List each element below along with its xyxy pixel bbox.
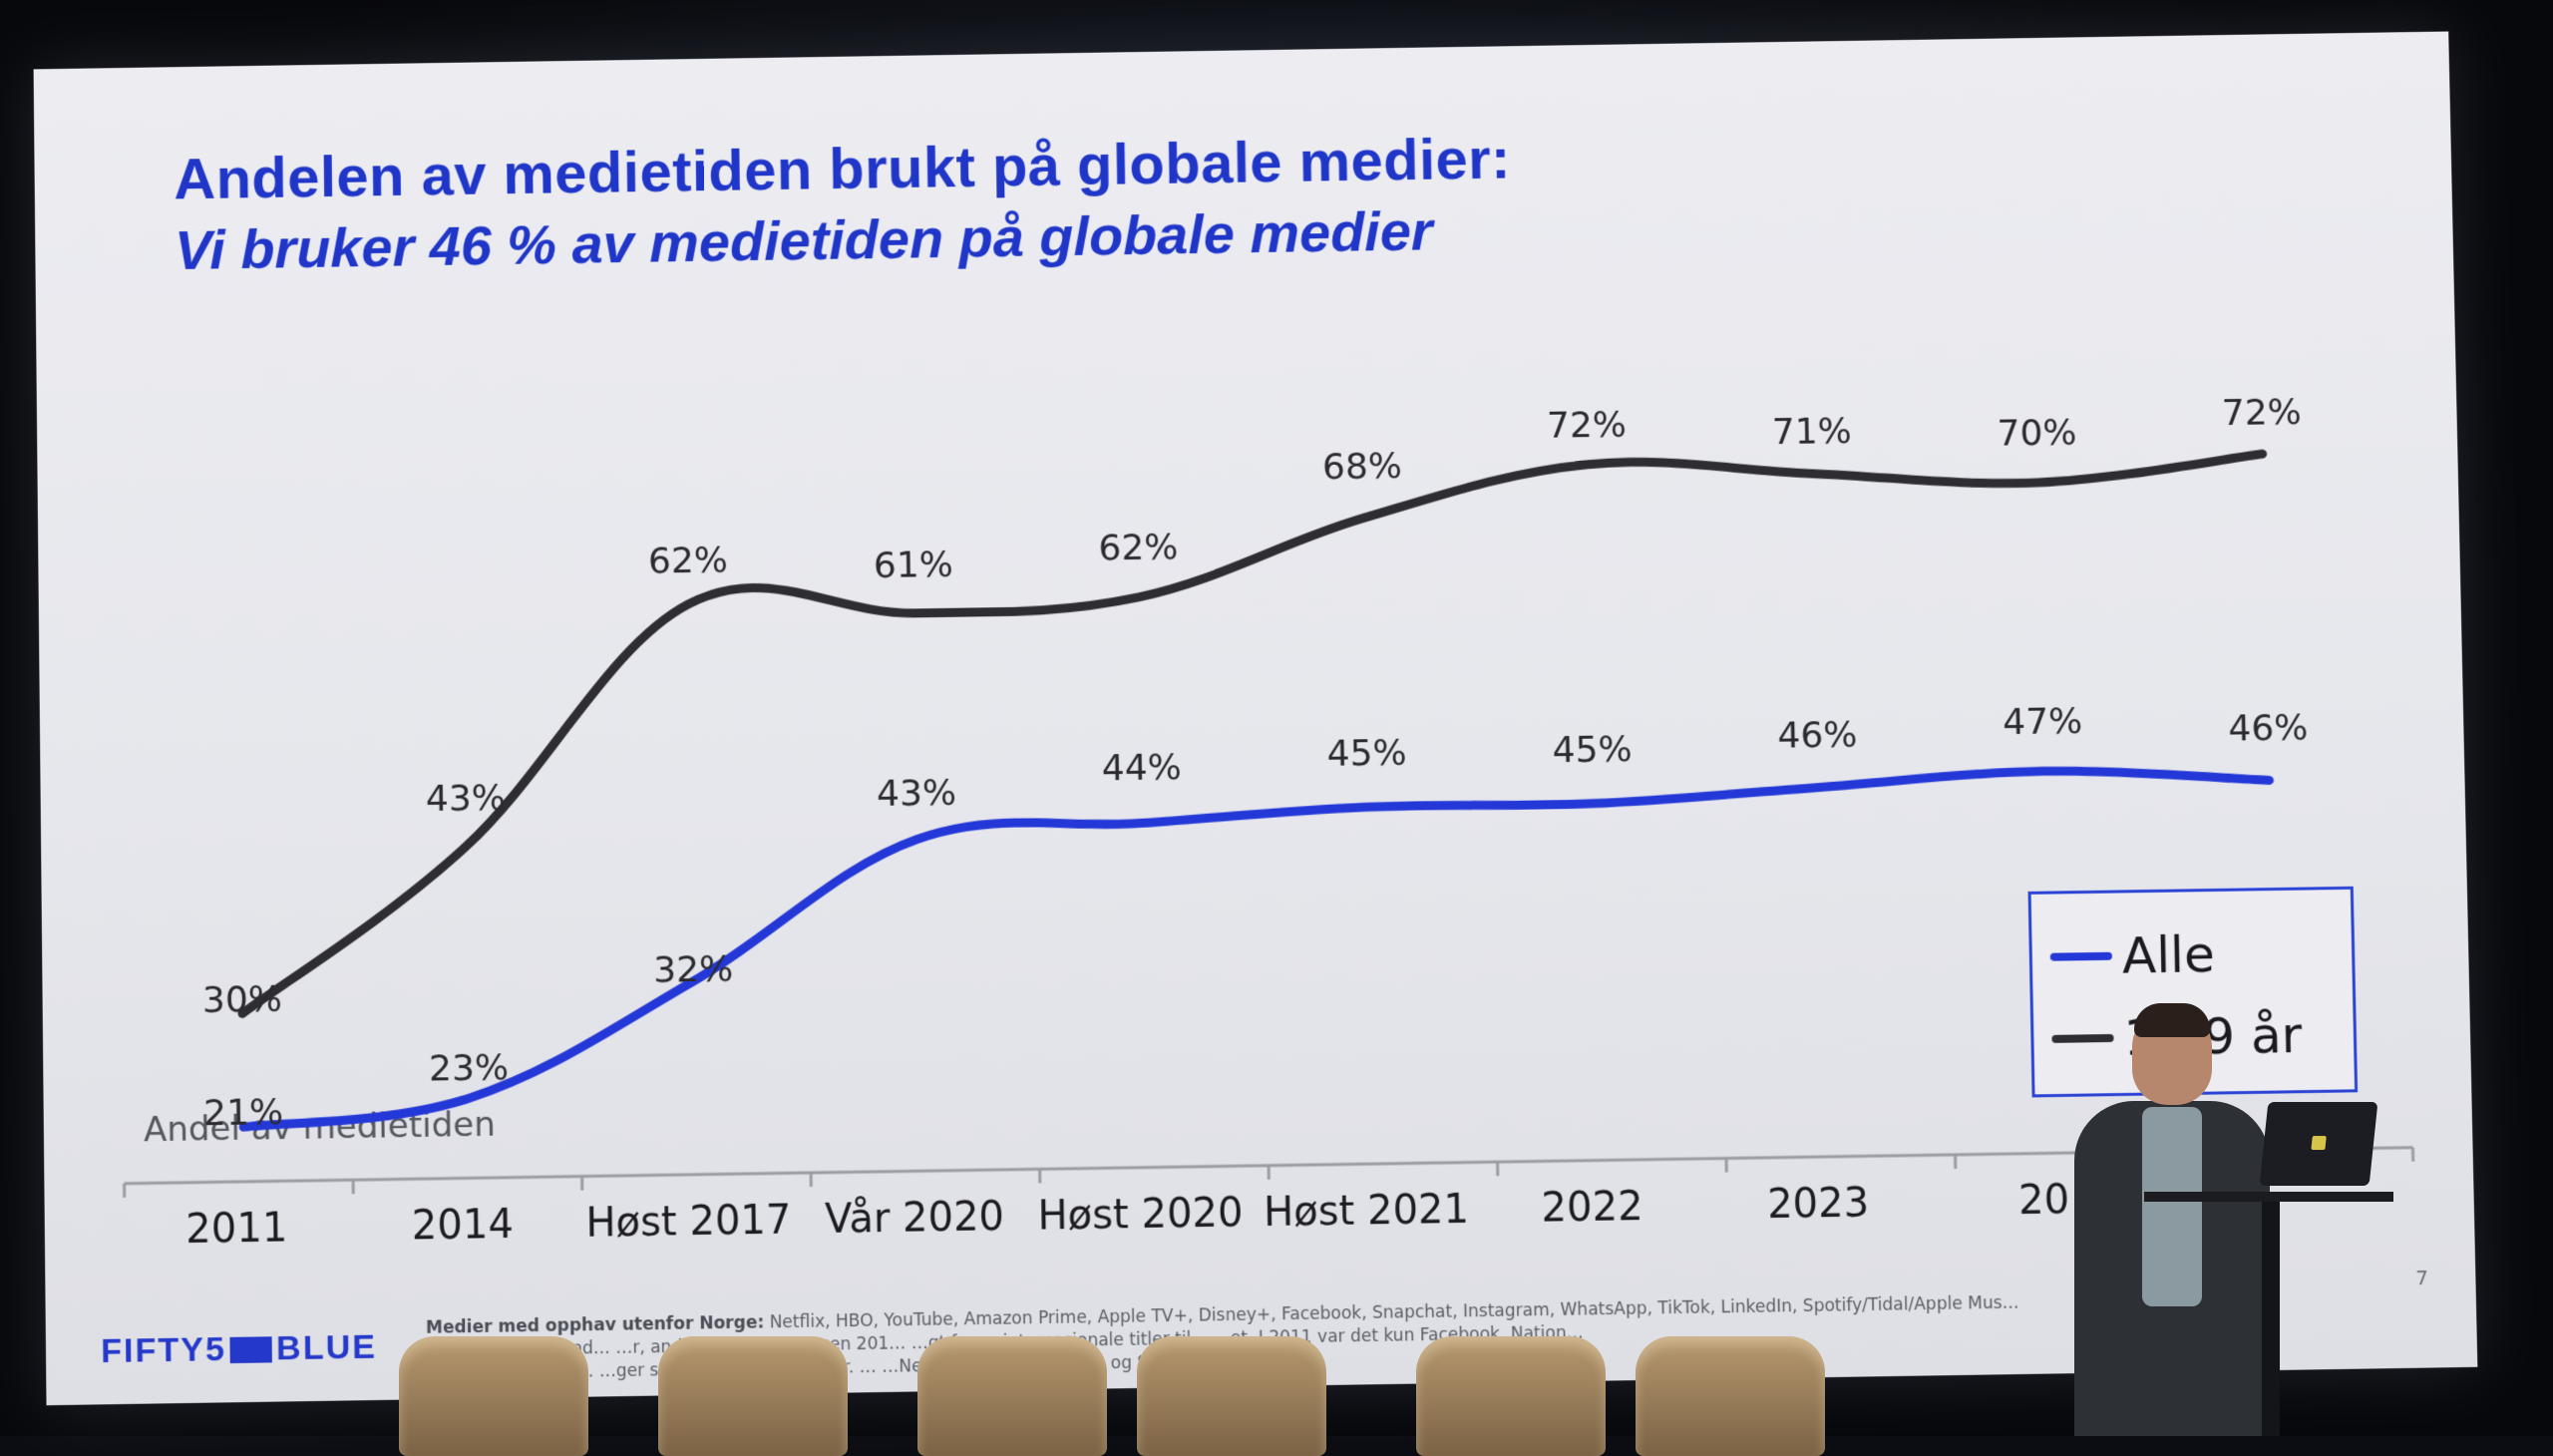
series-line-young xyxy=(236,452,2273,1013)
data-label-young: 43% xyxy=(426,778,506,820)
x-tick-label: 2023 xyxy=(1767,1180,1870,1228)
chair xyxy=(658,1336,848,1456)
page-number: 7 xyxy=(2415,1266,2428,1289)
laptop-sticker xyxy=(2311,1136,2326,1150)
y-axis-title: Andel av medietiden xyxy=(144,1106,496,1151)
data-label-alle: 46% xyxy=(2228,708,2309,750)
x-tick-label: Høst 2021 xyxy=(1264,1187,1470,1237)
x-tick-label: Høst 2020 xyxy=(1037,1190,1244,1240)
stage-chairs xyxy=(0,1296,2553,1436)
x-tick-label: 2011 xyxy=(185,1205,287,1253)
data-label-young: 72% xyxy=(2221,392,2302,434)
data-label-young: 61% xyxy=(874,545,953,586)
data-label-young: 70% xyxy=(1997,412,2077,454)
x-tick-label: Vår 2020 xyxy=(825,1194,1005,1243)
data-label-young: 68% xyxy=(1322,446,1403,488)
data-label-young: 62% xyxy=(648,540,728,581)
series-line-alle xyxy=(240,768,2276,1127)
chair xyxy=(1416,1336,1606,1456)
chair xyxy=(399,1336,588,1456)
legend-item-alle: Alle xyxy=(2049,919,2215,992)
data-label-young: 72% xyxy=(1547,404,1628,446)
data-label-young: 62% xyxy=(1098,527,1179,568)
legend-label-alle: Alle xyxy=(2121,925,2215,985)
presenter-hair xyxy=(2134,1003,2210,1037)
x-tick-label: 2014 xyxy=(412,1202,515,1250)
legend-swatch-alle xyxy=(2050,952,2112,961)
chair xyxy=(1636,1336,1825,1456)
data-label-alle: 43% xyxy=(877,773,957,815)
data-label-alle: 45% xyxy=(1552,729,1633,771)
data-label-alle: 45% xyxy=(1326,733,1407,775)
laptop xyxy=(2260,1102,2378,1186)
data-label-alle: 46% xyxy=(1777,715,1858,757)
data-label-young: 71% xyxy=(1771,411,1852,453)
chair xyxy=(1137,1336,1326,1456)
x-tick-label: Høst 2017 xyxy=(585,1197,792,1247)
chair xyxy=(917,1336,1107,1456)
data-label-alle: 32% xyxy=(653,948,734,990)
x-tick-label: 2022 xyxy=(1541,1184,1643,1232)
data-label-alle: 23% xyxy=(429,1047,510,1089)
data-label-alle: 21% xyxy=(203,1092,284,1134)
lectern-top xyxy=(2144,1192,2393,1202)
data-label-young: 30% xyxy=(202,979,283,1021)
data-label-alle: 47% xyxy=(2003,701,2083,743)
data-label-alle: 44% xyxy=(1101,747,1182,789)
